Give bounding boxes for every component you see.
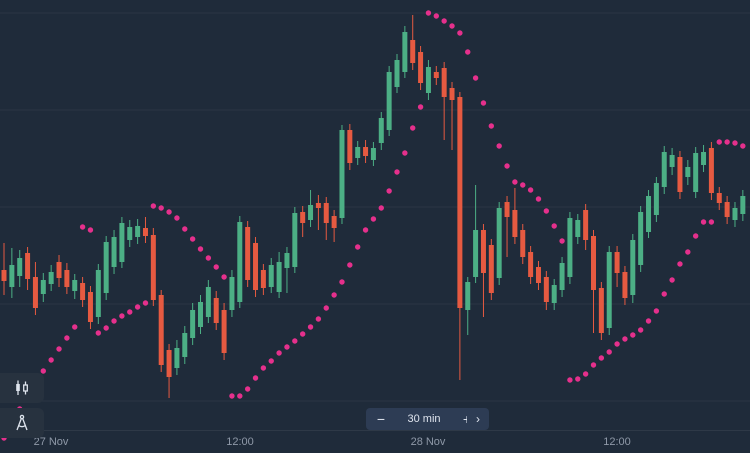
compass-icon: [12, 413, 32, 433]
zoom-out-button[interactable]: −: [376, 411, 386, 427]
candlestick-style-button[interactable]: [0, 373, 44, 403]
time-axis-label: 12:00: [603, 436, 631, 448]
drawing-tools-button[interactable]: [0, 408, 44, 438]
interval-control-group: − 30 min +: [366, 408, 482, 430]
interval-label[interactable]: 30 min: [407, 413, 441, 425]
time-axis[interactable]: 27 Nov 12:00 28 Nov 12:00: [0, 431, 750, 453]
time-axis-separator: [0, 430, 750, 431]
time-axis-label: 12:00: [226, 436, 254, 448]
scroll-right-button[interactable]: ›: [467, 408, 489, 430]
time-axis-label: 28 Nov: [410, 436, 446, 448]
time-axis-label: 27 Nov: [33, 436, 69, 448]
candlestick-icon: [12, 378, 32, 398]
